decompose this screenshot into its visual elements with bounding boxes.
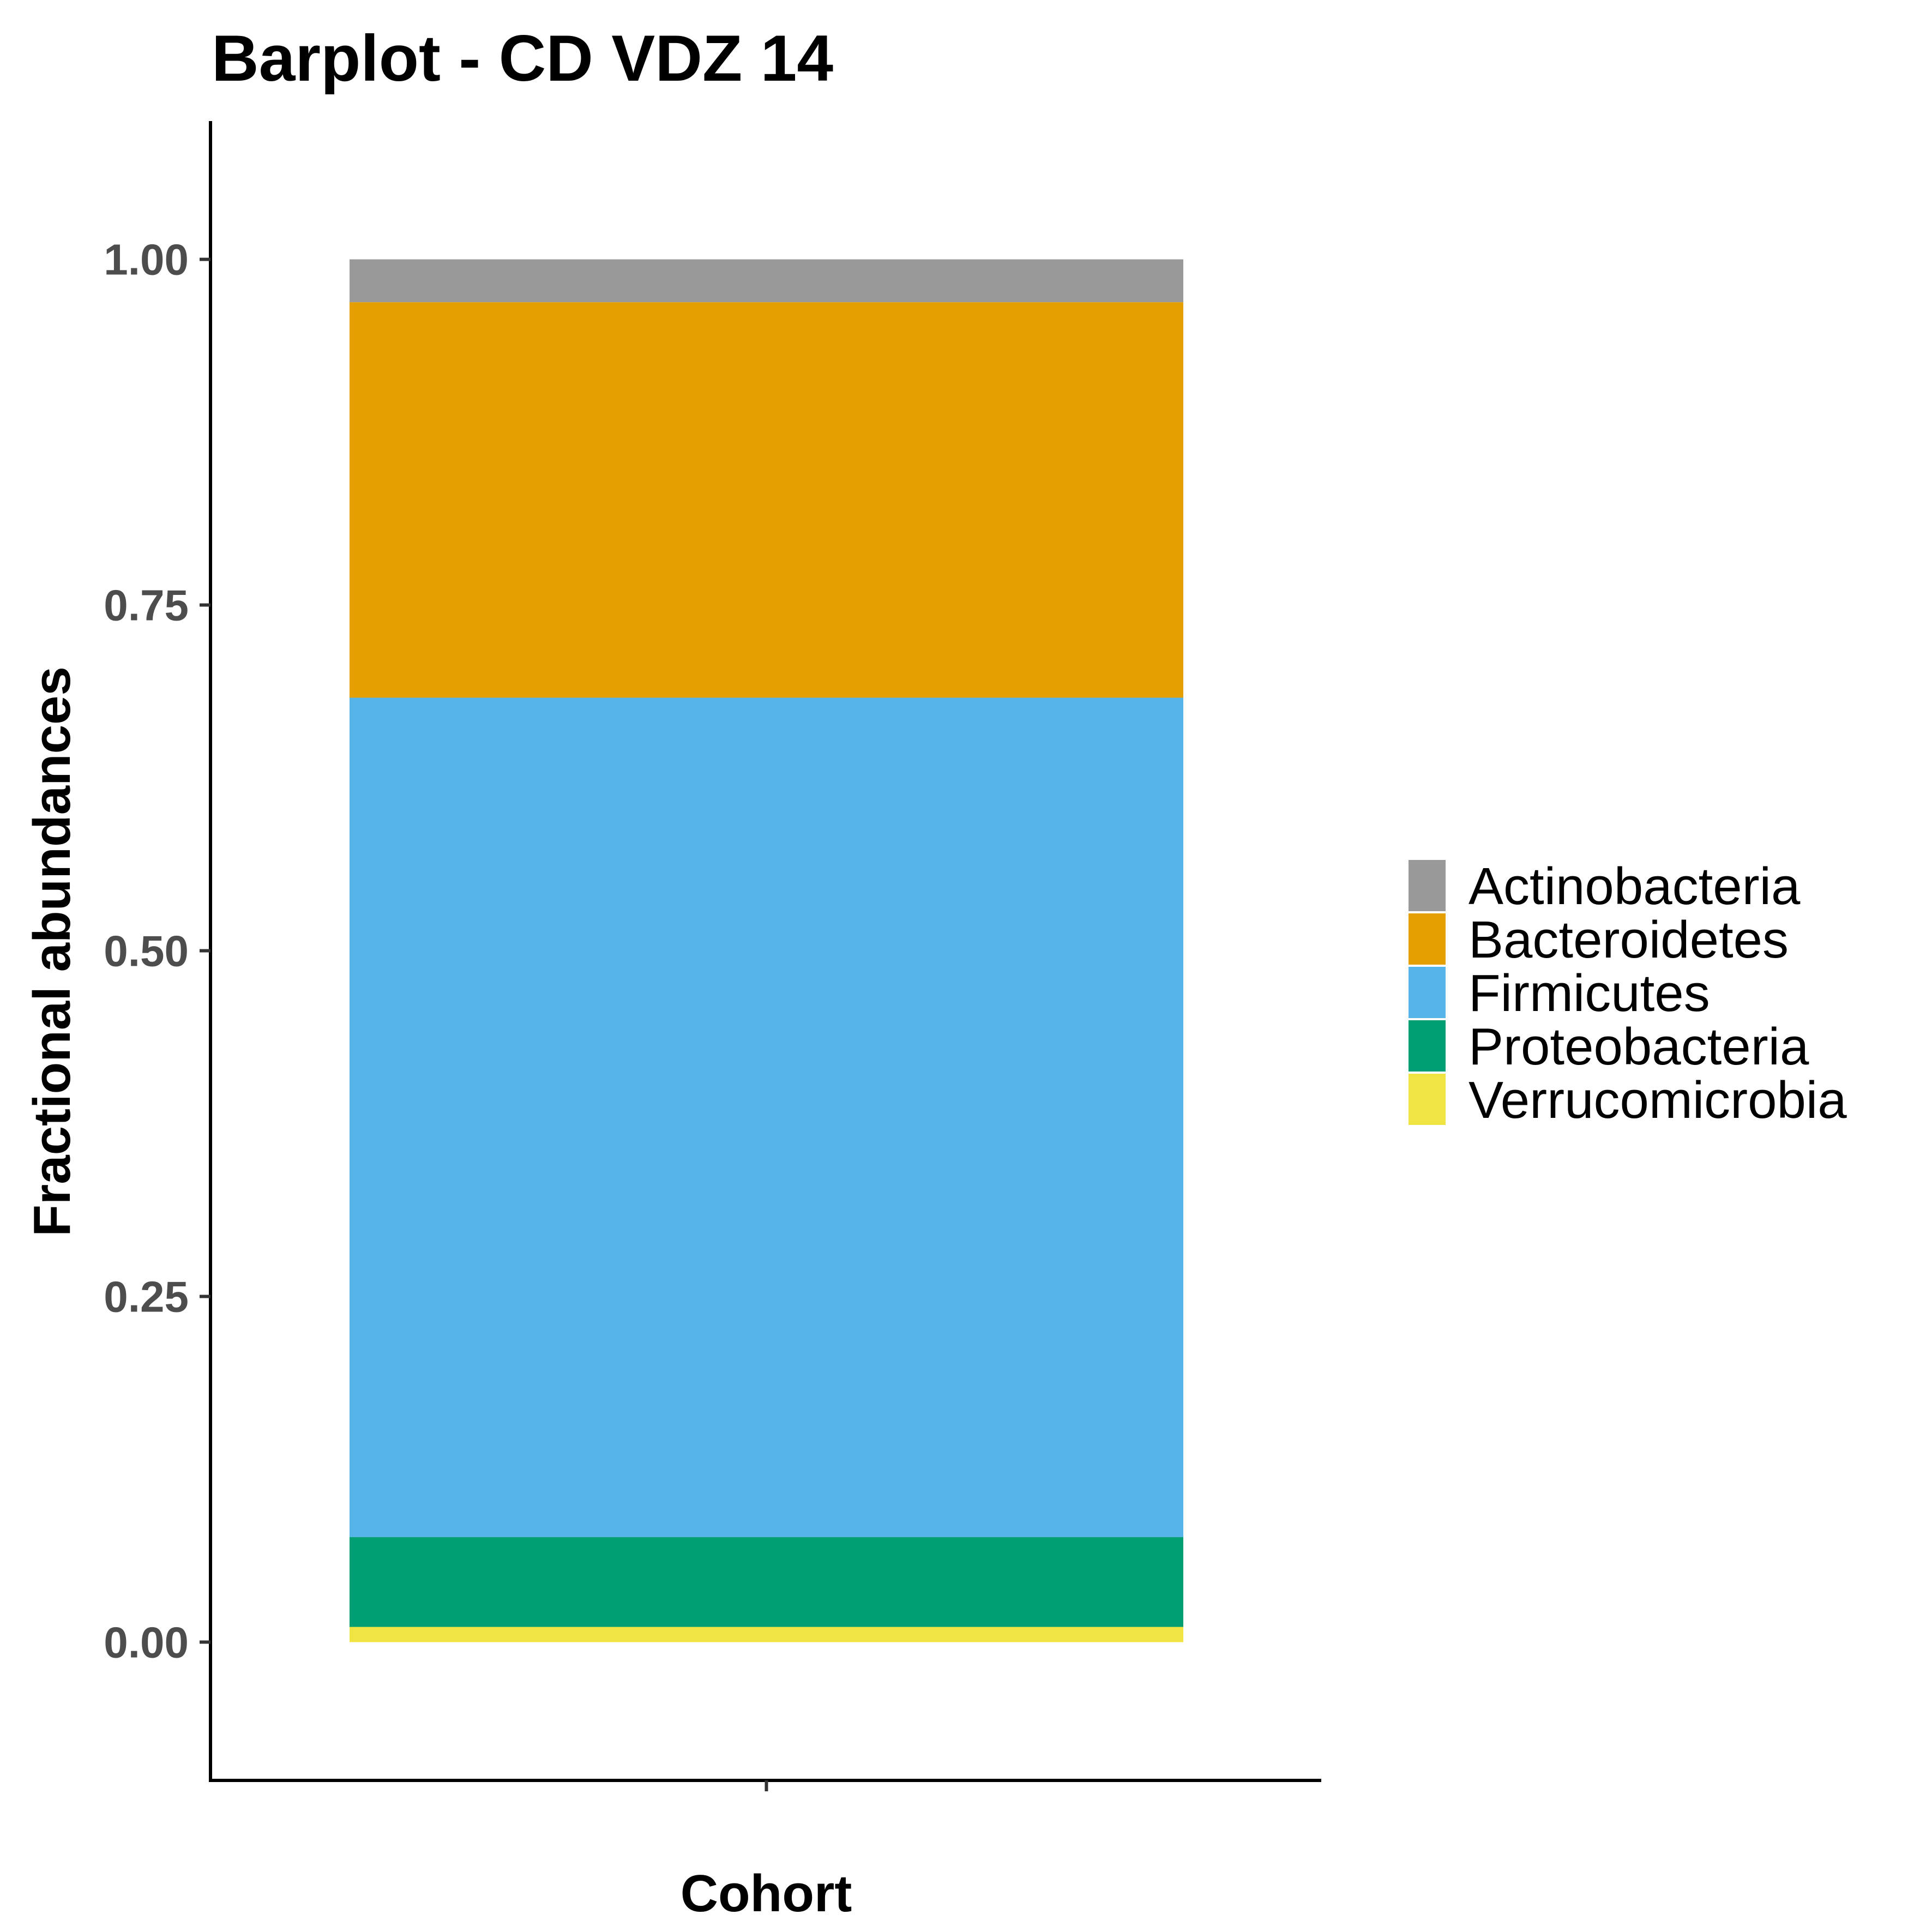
legend-key-actinobacteria: [1409, 860, 1446, 911]
bar-segment-verrucomicrobia: [350, 1627, 1183, 1642]
legend-label-bacteroidetes: Bacteroidetes: [1468, 911, 1789, 969]
bar-segment-actinobacteria: [350, 259, 1183, 303]
legend-key-firmicutes: [1409, 967, 1446, 1018]
y-tick-label: 1.00: [104, 236, 189, 284]
bar-segment-firmicutes: [350, 697, 1183, 1537]
legend-label-firmicutes: Firmicutes: [1468, 964, 1710, 1022]
y-axis-title: Fractional abundances: [23, 666, 81, 1237]
legend-label-verrucomicrobia: Verrucomicrobia: [1468, 1071, 1847, 1129]
bar-segment-proteobacteria: [350, 1537, 1183, 1627]
legend-key-proteobacteria: [1409, 1020, 1446, 1072]
x-axis-title: Cohort: [681, 1864, 852, 1923]
legend-label-actinobacteria: Actinobacteria: [1468, 857, 1801, 916]
y-tick-label: 0.00: [104, 1618, 189, 1666]
bar-segment-bacteroidetes: [350, 302, 1183, 698]
legend-key-bacteroidetes: [1409, 913, 1446, 965]
legend-key-verrucomicrobia: [1409, 1074, 1446, 1125]
y-tick-label: 0.50: [104, 927, 189, 976]
chart-title: Barplot - CD VDZ 14: [212, 22, 833, 95]
bar-segments: [350, 259, 1183, 1642]
legend: ActinobacteriaBacteroidetesFirmicutesPro…: [1409, 857, 1847, 1129]
legend-label-proteobacteria: Proteobacteria: [1468, 1018, 1809, 1076]
y-tick-label: 0.25: [104, 1272, 189, 1321]
y-tick-label: 0.75: [104, 581, 189, 630]
y-axis-ticks: 0.00 0.25 0.50 0.75 1.00: [104, 236, 210, 1666]
